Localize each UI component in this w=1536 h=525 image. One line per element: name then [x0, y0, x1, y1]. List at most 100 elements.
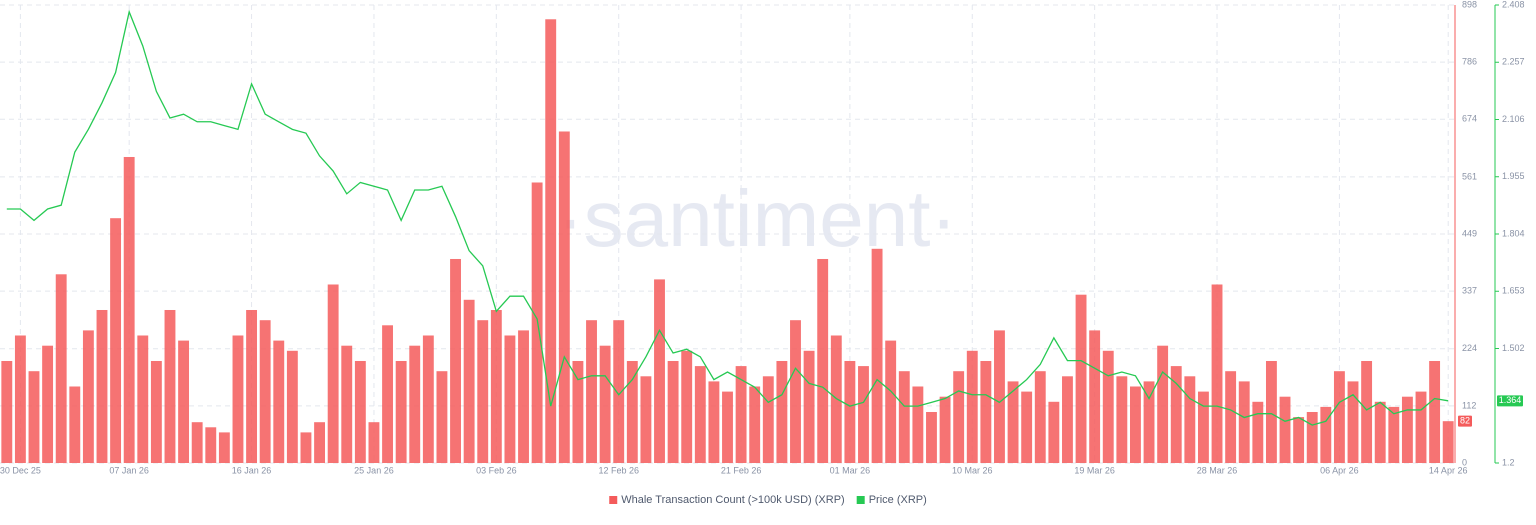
- y-tick-label: 561: [1462, 171, 1477, 181]
- legend-label: Whale Transaction Count (>100k USD) (XRP…: [621, 494, 844, 506]
- bar: [1238, 381, 1250, 463]
- x-tick-label: 07 Jan 26: [109, 465, 149, 475]
- bar: [178, 340, 190, 463]
- bar: [667, 360, 679, 463]
- bar: [980, 360, 992, 463]
- bar: [926, 411, 937, 463]
- x-tick-label: 06 Apr 26: [1320, 465, 1359, 475]
- bar: [477, 320, 489, 463]
- bar: [708, 381, 720, 463]
- bar: [1347, 381, 1359, 463]
- bar: [395, 360, 407, 463]
- bar: [1089, 330, 1101, 463]
- bar: [681, 350, 693, 463]
- y-tick-label: 898: [1462, 0, 1477, 9]
- bar: [1075, 294, 1087, 463]
- bar: [803, 350, 815, 463]
- bar: [436, 371, 448, 463]
- value-badge: [1458, 415, 1472, 427]
- legend-item: Whale Transaction Count (>100k USD) (XRP…: [609, 494, 845, 506]
- bar: [898, 371, 910, 463]
- bar: [504, 335, 516, 463]
- y2-tick-label: 1.2: [1502, 457, 1515, 467]
- bar: [613, 320, 625, 463]
- bar: [354, 360, 366, 463]
- bar: [586, 320, 597, 463]
- bar: [191, 422, 203, 463]
- bar: [1116, 376, 1128, 463]
- bar: [790, 320, 801, 463]
- bar: [858, 366, 869, 463]
- bar: [14, 335, 26, 463]
- bar: [912, 386, 924, 463]
- bar: [273, 340, 285, 463]
- y-tick-label: 337: [1462, 285, 1477, 295]
- bar: [69, 386, 81, 463]
- bar: [259, 320, 271, 463]
- bar: [1211, 284, 1223, 463]
- bar: [1293, 417, 1305, 463]
- y2-tick-label: 1.955: [1502, 171, 1525, 181]
- bar: [1021, 391, 1033, 463]
- x-tick-label: 21 Feb 26: [721, 465, 762, 475]
- bar: [286, 350, 298, 463]
- x-tick-label: 01 Mar 26: [830, 465, 871, 475]
- bar: [42, 345, 54, 463]
- bar: [450, 258, 461, 463]
- bar: [1130, 386, 1141, 463]
- bar: [341, 345, 353, 463]
- bar: [300, 432, 312, 463]
- bar: [776, 360, 788, 463]
- bar: [1157, 345, 1169, 463]
- bar: [314, 422, 325, 463]
- y-tick-label: 674: [1462, 114, 1477, 124]
- bar: [327, 284, 339, 463]
- bar: [409, 345, 421, 463]
- bar: [749, 386, 761, 463]
- y2-tick-label: 1.653: [1502, 286, 1525, 296]
- bar: [939, 396, 951, 463]
- bar: [1062, 376, 1073, 463]
- x-tick-label: 10 Mar 26: [952, 465, 993, 475]
- bar: [1170, 366, 1182, 463]
- y2-tick-label: 2.408: [1502, 0, 1525, 9]
- bar: [1, 360, 13, 463]
- bar: [694, 366, 706, 463]
- bar: [164, 309, 176, 463]
- legend-item: Price (XRP): [856, 494, 927, 506]
- bar: [518, 330, 529, 463]
- bar: [1143, 381, 1155, 463]
- bar: [55, 274, 67, 463]
- bar: [82, 330, 94, 463]
- bar: [545, 19, 557, 463]
- y-tick-label: 224: [1462, 343, 1477, 353]
- bar: [966, 350, 978, 463]
- price-line: [6, 9, 1449, 426]
- y-tick-label: 0: [1462, 457, 1467, 467]
- bar: [123, 156, 135, 463]
- bar: [871, 248, 883, 463]
- value-badge-label: 1.364: [1499, 395, 1522, 405]
- bar: [1429, 360, 1441, 463]
- bar: [1306, 411, 1318, 463]
- bar: [1401, 396, 1413, 463]
- bar: [654, 279, 665, 463]
- x-tick-label: 30 Dec 25: [0, 465, 41, 475]
- bar: [844, 360, 856, 463]
- bar: [817, 258, 829, 463]
- watermark: ·santiment·: [557, 174, 957, 263]
- y2-tick-label: 1.502: [1502, 343, 1525, 353]
- bar: [246, 309, 258, 463]
- bar: [422, 335, 434, 463]
- bar: [1197, 391, 1209, 463]
- bar: [463, 299, 475, 463]
- bar: [572, 360, 584, 463]
- bar: [368, 422, 380, 463]
- bar: [28, 371, 40, 463]
- y-tick-label: 449: [1462, 228, 1477, 238]
- value-badge-label: 82: [1460, 416, 1470, 426]
- bar: [722, 391, 733, 463]
- legend-label: Price (XRP): [869, 494, 927, 506]
- bar: [1048, 401, 1060, 463]
